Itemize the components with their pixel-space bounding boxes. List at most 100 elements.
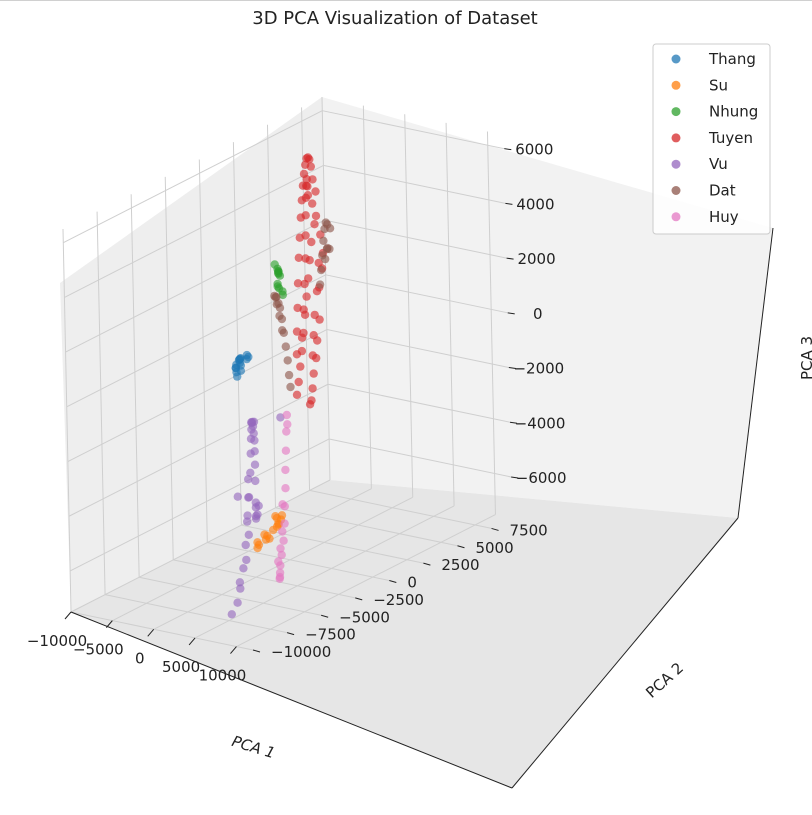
z-grid-line: [326, 329, 509, 369]
y-tick-mark: [252, 649, 261, 653]
data-point: [251, 476, 260, 486]
data-point: [301, 193, 311, 202]
z-tick-mark: [504, 148, 512, 151]
z-tick-mark: [509, 421, 518, 424]
legend-marker: [671, 159, 681, 169]
data-point: [320, 224, 329, 234]
y-tick-label: 7500: [510, 521, 548, 539]
x-grid-line: [321, 96, 331, 481]
z-grid-line: [65, 219, 325, 353]
data-point: [244, 493, 253, 502]
data-point: [319, 236, 328, 245]
z-tick-label: −4000: [515, 414, 566, 432]
y-tick-mark: [321, 614, 329, 618]
y-grid-line: [70, 611, 254, 651]
data-point: [311, 211, 321, 221]
data-point: [283, 356, 292, 365]
data-point: [271, 293, 280, 302]
data-point: [254, 540, 264, 549]
x-tick-mark: [188, 637, 196, 646]
data-point: [273, 279, 282, 289]
data-point: [310, 220, 319, 229]
z-tick-label: 6000: [515, 141, 553, 159]
data-point: [276, 544, 285, 553]
data-point: [308, 351, 317, 360]
data-point: [297, 346, 307, 356]
legend-label: Tuyen: [708, 129, 753, 147]
data-point: [286, 382, 295, 392]
data-point: [302, 181, 311, 190]
data-point: [302, 292, 311, 301]
y-grid-line: [275, 507, 458, 547]
z-tick-mark: [507, 312, 515, 315]
y-axis-line: [511, 517, 739, 789]
z-tick-label: 0: [533, 305, 543, 323]
x-tick-mark: [64, 611, 72, 620]
data-point: [253, 510, 262, 519]
x-axis-line: [70, 611, 513, 789]
data-point: [302, 175, 311, 184]
data-point: [243, 511, 252, 520]
data-point: [281, 342, 290, 351]
data-point: [292, 327, 302, 336]
data-point: [305, 400, 315, 409]
y-tick-label: −2500: [373, 591, 424, 609]
legend-label: Vu: [709, 155, 728, 173]
data-point: [307, 237, 316, 247]
z-grid-line: [324, 219, 507, 259]
y-grid-line: [62, 228, 72, 613]
data-point: [278, 326, 287, 335]
x-tick-label: 10000: [199, 667, 247, 685]
legend-label: Nhung: [709, 103, 758, 121]
y-grid-line: [198, 159, 208, 543]
z-tick-mark: [511, 476, 519, 479]
y-grid-line: [309, 489, 492, 529]
y-axis-label: PCA 2: [642, 659, 687, 702]
legend: Thang Su Nhung Tuyen Vu Dat Huy: [652, 43, 771, 235]
data-point: [296, 362, 305, 371]
data-point: [282, 427, 291, 436]
data-point: [278, 527, 287, 536]
data-point: [247, 425, 256, 434]
data-point: [315, 280, 325, 289]
data-point: [309, 331, 318, 340]
y-tick-label: −10000: [271, 643, 331, 661]
data-point: [272, 300, 281, 309]
x-grid-line: [486, 131, 496, 515]
data-point: [301, 254, 310, 263]
z-tick-mark: [505, 202, 513, 205]
series-huy: [274, 410, 292, 583]
z-tick-mark: [506, 257, 514, 260]
data-point: [275, 574, 284, 583]
y-tick-mark: [457, 545, 465, 549]
data-point: [270, 260, 279, 269]
y-grid-line: [164, 176, 174, 560]
x-grid-line: [362, 105, 372, 489]
y-grid-line: [96, 211, 106, 595]
z-tick-label: −2000: [513, 360, 564, 378]
data-point: [269, 525, 278, 535]
x-tick-mark: [105, 620, 113, 628]
legend-marker: [671, 80, 681, 90]
data-point: [283, 420, 292, 429]
data-point: [321, 218, 330, 227]
y-tick-mark: [389, 580, 397, 584]
legend-box: [652, 43, 771, 235]
x-tick-label: −10000: [27, 632, 87, 650]
data-point: [302, 154, 311, 163]
data-point: [232, 360, 241, 369]
data-point: [242, 350, 252, 360]
y-tick-label: 2500: [441, 556, 479, 574]
series-nhung: [270, 260, 287, 300]
data-point: [301, 231, 310, 240]
z-grid-line: [63, 110, 323, 244]
y-grid-line: [104, 594, 288, 634]
x-axis-label: PCA 1: [230, 732, 277, 762]
z-axis-label: PCA 3: [798, 336, 812, 380]
scatter-points: [227, 153, 335, 619]
z-grid-line: [329, 438, 512, 478]
x-grid-line: [112, 488, 372, 622]
data-point: [244, 475, 253, 484]
legend-label: Dat: [709, 182, 736, 200]
